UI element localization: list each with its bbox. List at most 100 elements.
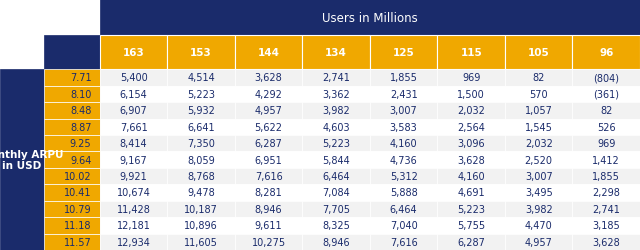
Bar (235, 184, 302, 201)
Text: 2,032: 2,032 (457, 106, 485, 116)
Bar (438, 136, 505, 152)
Text: 7.71: 7.71 (70, 73, 92, 83)
Text: 5,223: 5,223 (322, 139, 350, 148)
Text: Monthly ARPU
in USD: Monthly ARPU in USD (0, 149, 63, 171)
Text: 2,741: 2,741 (592, 204, 620, 214)
Text: 5,622: 5,622 (255, 122, 283, 132)
Text: 9.25: 9.25 (70, 139, 92, 148)
Bar (438, 119, 505, 136)
Text: (361): (361) (593, 90, 620, 100)
Bar (573, 36, 640, 70)
Bar (168, 119, 235, 136)
Bar (438, 152, 505, 168)
Bar (44, 86, 100, 103)
Bar (370, 103, 438, 119)
Bar (573, 184, 640, 201)
Text: (804): (804) (593, 73, 620, 83)
Bar (100, 70, 168, 86)
Bar (44, 70, 100, 86)
Text: 5,844: 5,844 (323, 155, 350, 165)
Bar (303, 217, 370, 234)
Text: 10,187: 10,187 (184, 204, 218, 214)
Text: 82: 82 (532, 73, 545, 83)
Bar (235, 136, 302, 152)
Text: 6,154: 6,154 (120, 90, 147, 100)
Bar (573, 70, 640, 86)
Bar (44, 217, 100, 234)
Text: 11,428: 11,428 (116, 204, 150, 214)
Bar (235, 201, 302, 217)
Text: 10,896: 10,896 (184, 220, 218, 230)
Bar (438, 168, 505, 184)
Text: 5,312: 5,312 (390, 172, 418, 181)
Bar (573, 103, 640, 119)
Bar (168, 184, 235, 201)
Text: 10,674: 10,674 (116, 188, 150, 198)
Text: 11.18: 11.18 (64, 220, 92, 230)
Bar (168, 168, 235, 184)
Text: 9,478: 9,478 (188, 188, 215, 198)
Bar (100, 217, 168, 234)
Text: 3,628: 3,628 (593, 237, 620, 247)
Text: 6,287: 6,287 (255, 139, 283, 148)
Bar (44, 201, 100, 217)
Bar (573, 234, 640, 250)
Bar (235, 70, 302, 86)
Bar (0, 36, 44, 70)
Bar (303, 152, 370, 168)
Text: 1,500: 1,500 (458, 90, 485, 100)
Bar (438, 217, 505, 234)
Bar (573, 201, 640, 217)
Text: 8,325: 8,325 (322, 220, 350, 230)
Bar (168, 234, 235, 250)
Text: 5,223: 5,223 (187, 90, 215, 100)
Text: 969: 969 (597, 139, 616, 148)
Bar (505, 184, 573, 201)
Bar (100, 234, 168, 250)
Bar (100, 136, 168, 152)
Bar (370, 86, 438, 103)
Bar (573, 119, 640, 136)
Text: 2,032: 2,032 (525, 139, 553, 148)
Bar (303, 119, 370, 136)
Text: 9,167: 9,167 (120, 155, 147, 165)
Bar (505, 70, 573, 86)
Text: 1,855: 1,855 (390, 73, 418, 83)
Bar (235, 103, 302, 119)
Bar (100, 184, 168, 201)
Text: 10,275: 10,275 (252, 237, 285, 247)
Bar (44, 234, 100, 250)
Text: 12,934: 12,934 (116, 237, 150, 247)
Bar (168, 86, 235, 103)
Bar (235, 217, 302, 234)
Text: 125: 125 (393, 48, 415, 58)
Text: 7,084: 7,084 (323, 188, 350, 198)
Text: 3,982: 3,982 (525, 204, 552, 214)
Bar (573, 152, 640, 168)
Bar (370, 152, 438, 168)
Bar (303, 136, 370, 152)
Text: 7,616: 7,616 (255, 172, 282, 181)
Bar (505, 217, 573, 234)
Text: 12,181: 12,181 (116, 220, 150, 230)
Bar (505, 168, 573, 184)
Bar (168, 36, 235, 70)
Text: 6,641: 6,641 (188, 122, 215, 132)
Text: 115: 115 (460, 48, 482, 58)
Bar (438, 201, 505, 217)
Bar (168, 136, 235, 152)
Text: 5,223: 5,223 (457, 204, 485, 214)
Bar (0, 0, 100, 36)
Text: 8,768: 8,768 (188, 172, 215, 181)
Text: 6,907: 6,907 (120, 106, 147, 116)
Bar (573, 217, 640, 234)
Bar (303, 103, 370, 119)
Text: 5,400: 5,400 (120, 73, 147, 83)
Bar (505, 36, 573, 70)
Text: 570: 570 (529, 90, 548, 100)
Text: 4,160: 4,160 (390, 139, 417, 148)
Text: 10.79: 10.79 (64, 204, 92, 214)
Bar (100, 119, 168, 136)
Text: 5,932: 5,932 (187, 106, 215, 116)
Text: 9.64: 9.64 (70, 155, 92, 165)
